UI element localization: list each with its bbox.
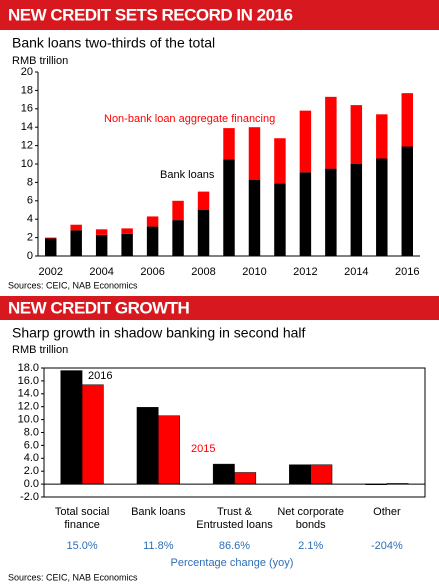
- bar: [212, 463, 235, 485]
- y-tick-label: -2.0: [20, 491, 39, 503]
- banner: [0, 296, 439, 320]
- y-axis-label: RMB trillion: [12, 344, 68, 356]
- y-tick-label: 2: [27, 232, 33, 244]
- bar-segment: [70, 224, 82, 231]
- banner: [0, 0, 439, 30]
- bar-segment: [121, 233, 133, 256]
- bar-segment: [350, 164, 363, 256]
- chart-title: NEW CREDIT SETS RECORD IN 2016: [8, 5, 292, 24]
- bar-segment: [401, 146, 413, 256]
- x-tick-label: Total social: [55, 506, 109, 518]
- bar-segment: [376, 114, 388, 159]
- x-tick-label: Entrusted loans: [196, 519, 273, 531]
- y-tick-label: 6.0: [24, 439, 39, 451]
- bar-segment: [299, 172, 312, 256]
- bar-segment: [325, 168, 337, 256]
- bar-segment: [197, 210, 210, 256]
- x-tick-label: Bank loans: [131, 506, 186, 518]
- y-axis-label: RMB trillion: [12, 55, 68, 67]
- x-tick-label: 2016: [395, 266, 419, 278]
- bar-segment: [45, 238, 57, 256]
- y-tick-label: 10.0: [18, 414, 39, 426]
- y-tick-label: 14.0: [18, 388, 39, 400]
- percent-change: 11.8%: [143, 540, 174, 552]
- y-tick-label: 0: [27, 250, 33, 262]
- bar-segment: [197, 191, 210, 210]
- bar: [310, 464, 333, 485]
- y-tick-label: 12: [21, 140, 33, 152]
- y-tick-label: 16.0: [18, 375, 39, 387]
- chart-subtitle: Sharp growth in shadow banking in second…: [12, 325, 306, 341]
- y-tick-label: 6: [27, 195, 33, 207]
- bar-segment: [401, 93, 413, 147]
- bar-segment: [70, 230, 82, 256]
- x-tick-label: 2006: [140, 266, 164, 278]
- y-tick-label: 10: [21, 158, 33, 170]
- bar: [158, 415, 180, 485]
- bar-segment: [121, 228, 133, 234]
- percent-change: 2.1%: [298, 540, 323, 552]
- bar: [60, 370, 83, 485]
- bar-segment: [172, 200, 184, 221]
- bar-segment: [223, 159, 235, 256]
- y-tick-label: 14: [21, 121, 33, 133]
- bar-segment: [146, 226, 159, 256]
- percent-change: 15.0%: [66, 540, 97, 552]
- bar-segment: [350, 105, 363, 164]
- y-tick-label: 16: [21, 103, 33, 115]
- series-label: 2016: [88, 370, 112, 382]
- x-tick-label: bonds: [296, 519, 326, 531]
- y-tick-label: 12.0: [18, 401, 39, 413]
- y-tick-label: 18.0: [18, 362, 39, 374]
- y-tick-label: 4.0: [24, 452, 39, 464]
- bar-segment: [325, 96, 337, 169]
- bar-segment: [172, 220, 184, 256]
- y-tick-label: 0.0: [24, 478, 39, 490]
- bar-segment: [223, 128, 235, 160]
- x-tick-label: 2008: [191, 266, 215, 278]
- bar-segment: [95, 234, 108, 256]
- percent-change: -204%: [371, 540, 403, 552]
- x-tick-label: 2010: [242, 266, 266, 278]
- bar-segment: [299, 110, 312, 173]
- bar-segment: [45, 237, 57, 239]
- x-tick-label: Net corporate: [277, 506, 344, 518]
- y-tick-label: 20: [21, 66, 33, 78]
- y-tick-label: 2.0: [24, 465, 39, 477]
- x-tick-label: 2004: [89, 266, 113, 278]
- chart-title: NEW CREDIT GROWTH: [8, 298, 190, 317]
- bar: [81, 384, 104, 485]
- y-tick-label: 8.0: [24, 426, 39, 438]
- source: Sources: CEIC, NAB Economics: [8, 280, 138, 290]
- x-tick-label: Trust &: [217, 506, 253, 518]
- bar-segment: [376, 158, 388, 256]
- bar-segment: [95, 229, 108, 235]
- bar: [234, 472, 257, 485]
- y-tick-label: 18: [21, 84, 33, 96]
- y-tick-label: 4: [27, 213, 33, 225]
- bar-segment: [248, 179, 261, 256]
- chart-subtitle: Bank loans two-thirds of the total: [12, 35, 215, 51]
- source: Sources: CEIC, NAB Economics: [8, 572, 138, 582]
- y-tick-label: 8: [27, 176, 33, 188]
- series-label: Non-bank loan aggregate financing: [104, 113, 275, 125]
- x-tick-label: finance: [64, 519, 99, 531]
- bar: [289, 464, 311, 485]
- bar-segment: [146, 216, 159, 227]
- bar-segment: [274, 138, 286, 184]
- row-label: Percentage change (yoy): [171, 557, 294, 569]
- series-label: 2015: [191, 443, 215, 455]
- bar: [136, 407, 159, 485]
- x-tick-label: Other: [373, 506, 401, 518]
- x-tick-label: 2002: [38, 266, 62, 278]
- bar-segment: [248, 127, 261, 180]
- series-label: Bank loans: [160, 169, 215, 181]
- x-tick-label: 2014: [344, 266, 368, 278]
- percent-change: 86.6%: [219, 540, 250, 552]
- x-tick-label: 2012: [293, 266, 317, 278]
- bar-segment: [274, 183, 286, 256]
